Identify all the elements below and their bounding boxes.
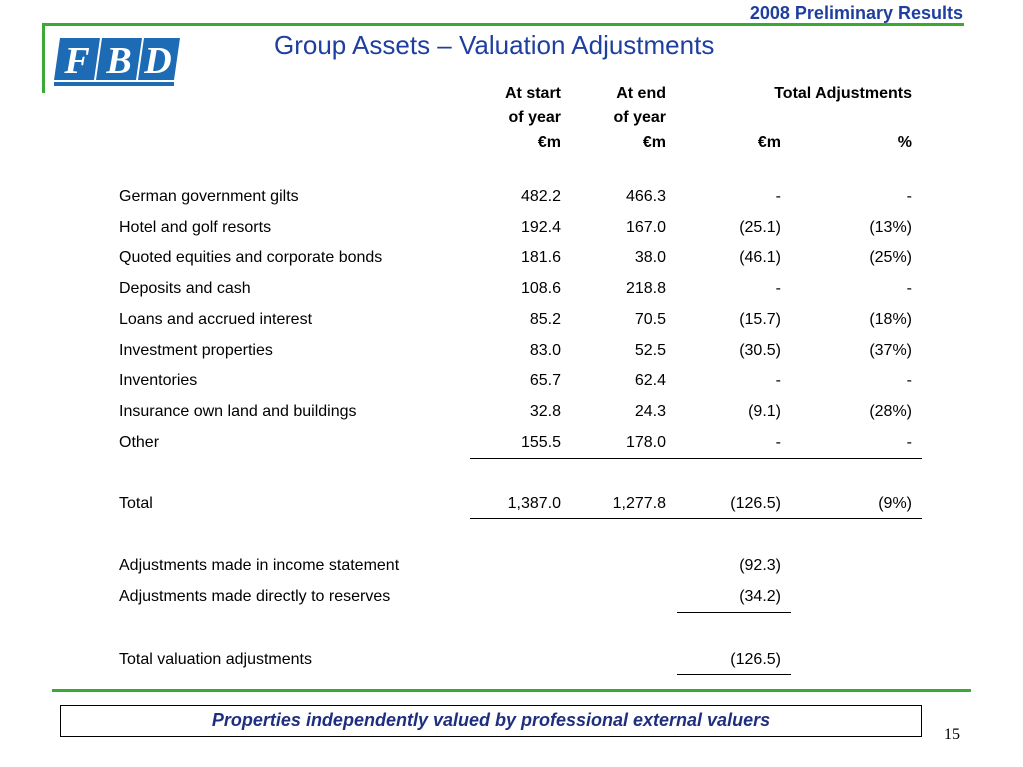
column-header: of year <box>508 109 561 126</box>
page-number: 15 <box>944 726 960 743</box>
rule <box>677 674 791 675</box>
rule <box>677 612 791 613</box>
column-header: €m <box>642 134 666 151</box>
cell: 218.8 <box>625 280 666 298</box>
cell: (13%) <box>869 218 912 236</box>
logo-box <box>96 38 142 80</box>
cell: - <box>775 280 781 298</box>
column-header: €m <box>537 134 561 151</box>
logo-bar <box>54 82 174 86</box>
cell: 62.4 <box>634 372 666 390</box>
header-tag: 2008 Preliminary Results <box>749 3 963 23</box>
cell: (126.5) <box>730 495 781 512</box>
cell: 52.5 <box>634 341 666 359</box>
cell: 1,387.0 <box>507 495 561 512</box>
cell: (37%) <box>869 341 912 359</box>
cell: - <box>775 188 781 205</box>
cell: 167.0 <box>625 218 666 236</box>
column-header: % <box>897 134 912 151</box>
row-label: Inventories <box>119 372 198 390</box>
row-label: Insurance own land and buildings <box>119 402 357 420</box>
cell: 85.2 <box>529 310 561 328</box>
row-label: Total <box>119 495 153 512</box>
cell: - <box>775 372 781 390</box>
cell: 466.3 <box>625 188 666 205</box>
cell: - <box>906 188 912 205</box>
cell: 155.5 <box>520 433 561 451</box>
logo-box <box>138 38 180 80</box>
row-label: Loans and accrued interest <box>119 310 313 328</box>
cell: - <box>775 433 781 451</box>
row-label: Investment properties <box>119 341 273 359</box>
cell: 65.7 <box>529 372 561 390</box>
cell: (34.2) <box>739 587 781 605</box>
column-header: of year <box>613 109 666 126</box>
column-header: Total Adjustments <box>774 85 912 102</box>
left-rule <box>42 23 45 93</box>
cell: 178.0 <box>625 433 666 451</box>
cell: 38.0 <box>634 249 666 267</box>
cell: (18%) <box>869 310 912 328</box>
logo: F B D <box>54 38 180 86</box>
column-header: €m <box>757 134 781 151</box>
footnote: Properties independently valued by profe… <box>60 705 922 737</box>
cell: 32.8 <box>529 402 561 420</box>
cell: (9.1) <box>748 402 781 420</box>
column-header: At end <box>616 85 666 102</box>
cell: - <box>906 372 912 390</box>
cell: 1,277.8 <box>612 495 666 512</box>
row-label: Hotel and golf resorts <box>119 218 272 236</box>
cell: (25%) <box>869 249 912 267</box>
row-label: Total valuation adjustments <box>119 651 312 668</box>
cell: (46.1) <box>739 249 781 267</box>
cell: (126.5) <box>730 651 781 668</box>
bottom-rule <box>52 689 971 692</box>
cell: - <box>906 433 912 451</box>
cell: 24.3 <box>634 402 666 420</box>
cell: 108.6 <box>520 280 561 298</box>
row-label: Adjustments made in income statement <box>119 557 400 574</box>
cell: (25.1) <box>739 218 781 236</box>
rule <box>470 458 922 459</box>
row-label: German government gilts <box>119 188 299 205</box>
cell: (30.5) <box>739 341 781 359</box>
cell: - <box>906 280 912 298</box>
top-rule <box>42 23 964 26</box>
row-label: Other <box>119 433 160 451</box>
cell: 83.0 <box>529 341 561 359</box>
rule <box>470 518 922 519</box>
cell: (15.7) <box>739 310 781 328</box>
cell: 192.4 <box>520 218 561 236</box>
row-label: Adjustments made directly to reserves <box>119 587 391 605</box>
cell: 181.6 <box>520 249 561 267</box>
cell: 70.5 <box>634 310 666 328</box>
cell: 482.2 <box>520 188 561 205</box>
logo-box <box>54 38 100 80</box>
row-label: Deposits and cash <box>119 280 251 298</box>
cell: (92.3) <box>739 557 781 574</box>
cell: (28%) <box>869 402 912 420</box>
title: Group Assets – Valuation Adjustments <box>274 30 715 60</box>
cell: (9%) <box>878 495 912 512</box>
logo-letter: F <box>63 40 89 82</box>
row-label: Quoted equities and corporate bonds <box>119 249 383 267</box>
column-header: At start <box>504 85 561 102</box>
logo-letter: D <box>143 40 171 82</box>
logo-letter: B <box>105 40 131 82</box>
